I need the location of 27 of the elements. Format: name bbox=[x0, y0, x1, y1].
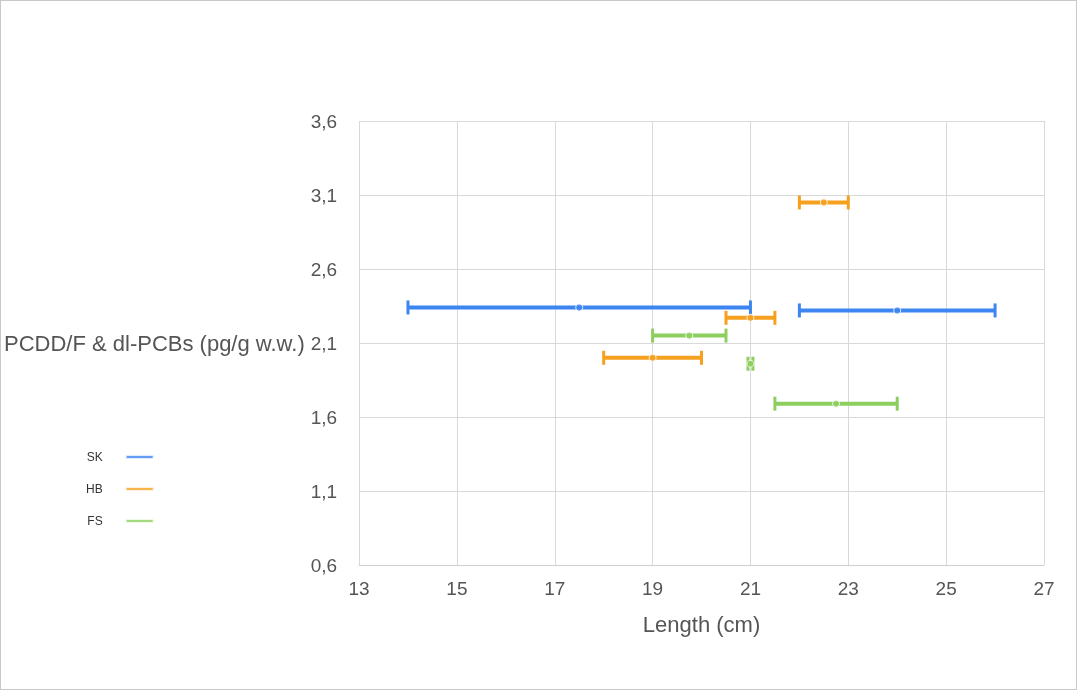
point bbox=[893, 306, 902, 315]
y-tick-label: 0,6 bbox=[310, 554, 338, 576]
point bbox=[819, 198, 828, 207]
x-tick-label: 13 bbox=[348, 578, 370, 599]
x-axis-title: Length (cm) bbox=[642, 611, 761, 637]
legend-label: FS bbox=[87, 514, 103, 528]
legend-label: SK bbox=[86, 450, 103, 464]
x-tick-label: 15 bbox=[446, 578, 468, 599]
point bbox=[648, 353, 657, 362]
y-tick-label: 3,6 bbox=[310, 110, 338, 132]
y-tick-label: 1,6 bbox=[310, 406, 338, 428]
y-tick-label: 1,1 bbox=[310, 480, 338, 502]
y-tick-label: 2,1 bbox=[310, 332, 338, 354]
point bbox=[832, 399, 841, 408]
point bbox=[575, 303, 584, 312]
x-tick-label: 25 bbox=[935, 578, 957, 599]
x-tick-label: 21 bbox=[739, 578, 762, 599]
y-axis-title: PCDD/F & dl-PCBs (pg/g w.w.) bbox=[3, 330, 305, 356]
x-tick-label: 17 bbox=[544, 578, 566, 599]
y-tick-label: 2,6 bbox=[310, 258, 338, 280]
y-tick-label: 3,1 bbox=[310, 184, 338, 206]
x-tick-label: 27 bbox=[1033, 578, 1055, 599]
point bbox=[685, 331, 694, 340]
x-tick-label: 23 bbox=[837, 578, 859, 599]
x-tick-label: 19 bbox=[642, 578, 664, 599]
legend-label: HB bbox=[86, 482, 103, 496]
point bbox=[746, 313, 755, 322]
